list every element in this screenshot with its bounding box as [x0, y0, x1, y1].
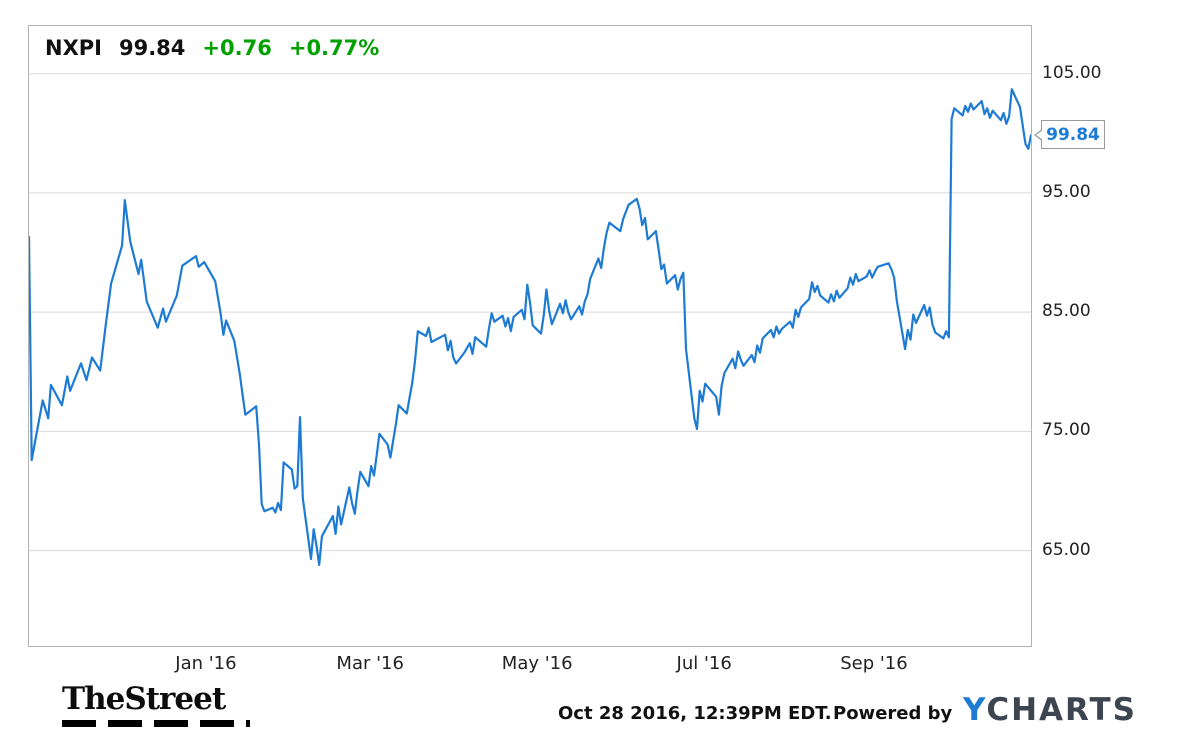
price-callout-value: 99.84	[1046, 124, 1100, 145]
ycharts-logo-rest: CHARTS	[986, 692, 1137, 728]
price-line	[29, 89, 1031, 565]
chart-timestamp: Oct 28 2016, 12:39PM EDT.	[558, 703, 832, 724]
price-change: +0.76	[202, 36, 272, 60]
x-axis-label: May '16	[501, 653, 573, 674]
ticker-symbol: NXPI	[45, 36, 102, 60]
thestreet-wordmark: TheStreet	[62, 681, 226, 717]
powered-by-label: Powered by	[833, 703, 953, 724]
price-change-percent: +0.77%	[288, 36, 380, 60]
last-price-label: 99.84	[118, 36, 186, 60]
y-axis-label: 105.00	[1042, 62, 1102, 83]
x-axis-label: Mar '16	[336, 653, 404, 674]
y-axis-label: 65.00	[1042, 539, 1091, 560]
plot-area	[29, 26, 1031, 646]
price-callout: 99.84	[1034, 120, 1105, 150]
thestreet-logo-bars	[62, 720, 250, 727]
chart-legend: NXPI 99.84 +0.76 +0.77%	[45, 36, 379, 60]
y-axis-label: 75.00	[1042, 420, 1091, 441]
y-axis-label: 95.00	[1042, 181, 1091, 202]
ycharts-logo: YCHARTS	[963, 692, 1137, 728]
x-axis-label: Jan '16	[175, 653, 237, 674]
x-axis-label: Sep '16	[840, 653, 908, 674]
ycharts-logo-y: Y	[963, 692, 987, 728]
x-axis-label: Jul '16	[676, 653, 732, 674]
price-chart: NXPI 99.84 +0.76 +0.77%	[28, 25, 1032, 647]
thestreet-logo: TheStreet	[62, 684, 250, 727]
y-axis-label: 85.00	[1042, 301, 1091, 322]
